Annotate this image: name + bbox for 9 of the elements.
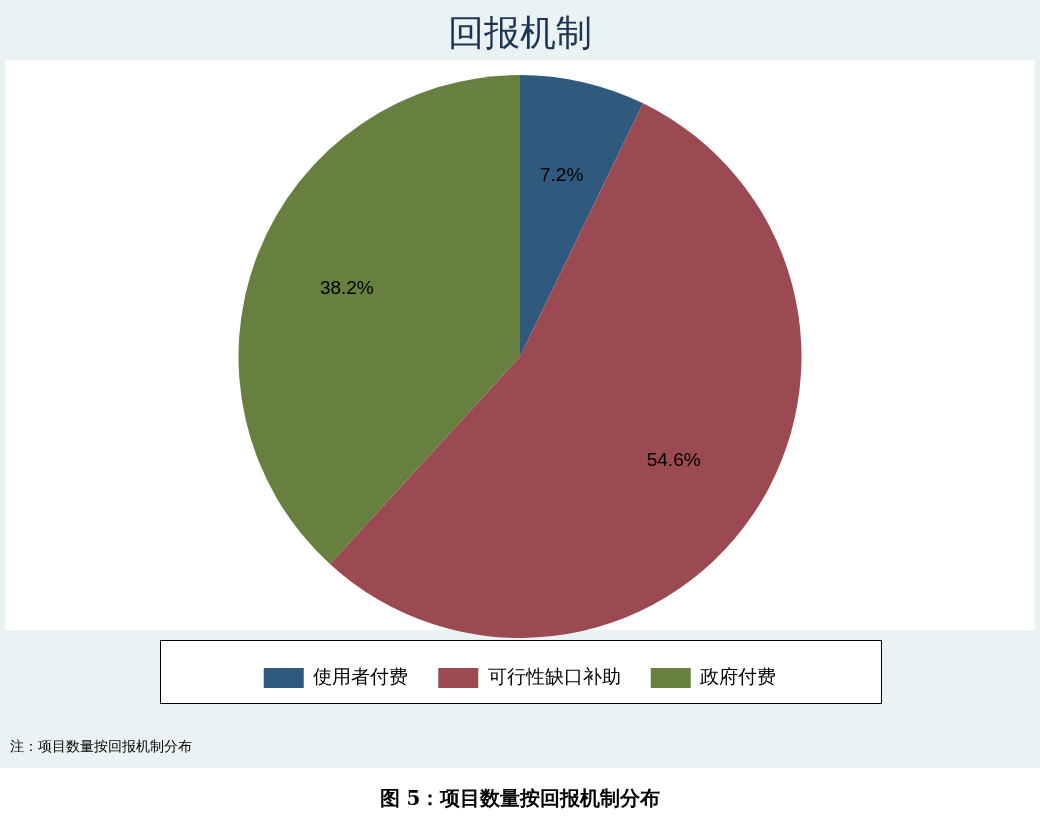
legend-label: 可行性缺口补助 — [487, 664, 621, 687]
legend-label: 使用者付费 — [313, 664, 409, 687]
data-label: 54.6% — [646, 449, 701, 471]
data-label: 7.2% — [540, 163, 584, 185]
data-label: 38.2% — [319, 277, 374, 299]
legend-label: 政府付费 — [700, 664, 777, 687]
caption: 图 5：项目数量按回报机制分布 — [378, 785, 662, 812]
text: 注：项目数量按回报机制分布 — [10, 738, 192, 756]
chart-title: 回报机制 — [447, 11, 593, 55]
